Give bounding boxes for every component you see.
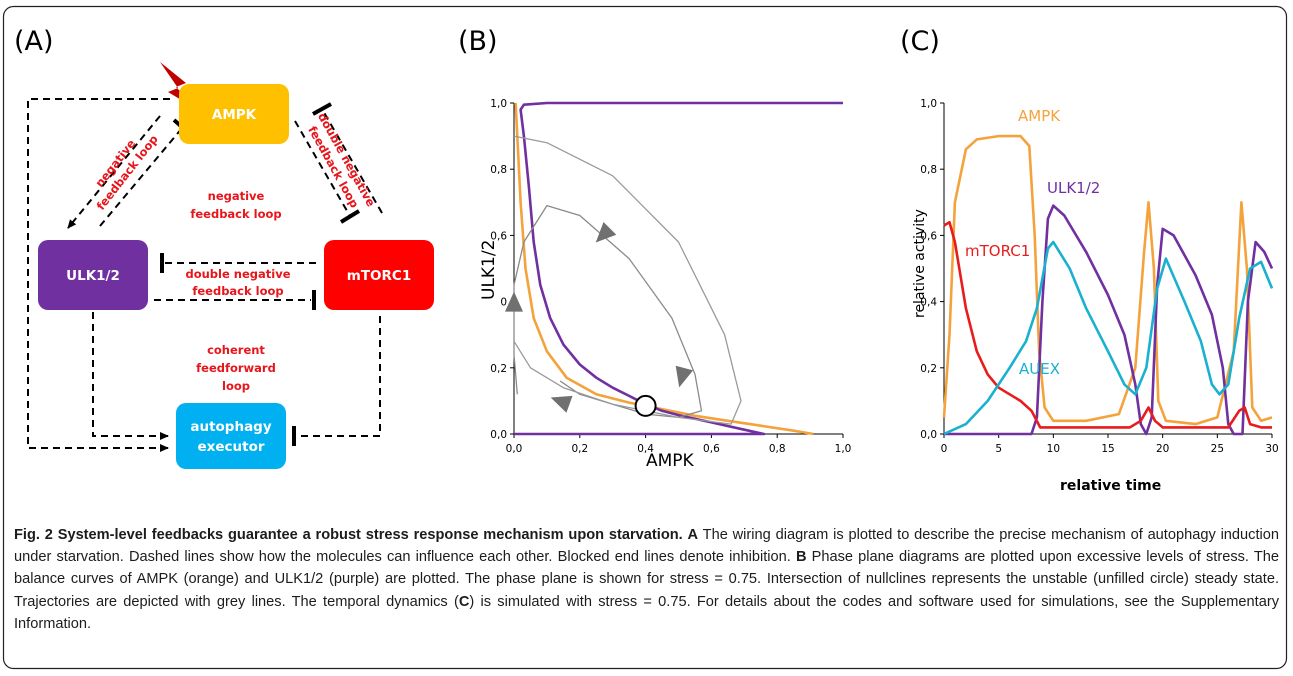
trajectory-arrowhead [505, 291, 523, 312]
series-ampk-line [514, 102, 814, 436]
x-tick-label: 25 [1211, 443, 1224, 455]
x-tick-label: 30 [1265, 443, 1278, 455]
x-tick-label: 5 [995, 443, 1002, 455]
chart-b-ticks: 0,0 0,2 0,4 0,6 0,8 1,0 0,0 0,2 0 0,6 0,8 1,0 [490, 98, 851, 455]
node-autophagy-label-1: autophagy [190, 419, 271, 435]
chart-c-y-title: relative activity [912, 209, 928, 318]
y-tick-label: 1,0 [490, 98, 507, 110]
x-tick-label: 0,4 [637, 443, 654, 455]
trajectory-arrowhead [675, 365, 694, 388]
caption-fig-label: Fig. 2 [14, 527, 53, 543]
caption-a-label: A [687, 527, 699, 543]
series-mtorc1-line [943, 220, 1272, 429]
note-middle-loop-line2: feedback loop [192, 284, 283, 298]
edge-ampk-ulk [67, 115, 161, 229]
x-tick-label: 0,6 [703, 443, 720, 455]
node-ulk-label: ULK1/2 [66, 268, 120, 284]
x-tick-label: 20 [1156, 443, 1169, 455]
node-ampk-label: AMPK [212, 107, 257, 123]
edge-ulk-autophagy [92, 312, 169, 440]
chart-c-label-ulk: ULK1/2 [1047, 179, 1100, 197]
chart-c-series [942, 134, 1274, 436]
time-course-chart: 0 5 10 15 20 25 30 0,0 0,2 0,4 0,6 0,8 1,0 relative … [912, 98, 1279, 494]
y-tick-label: 0,2 [490, 363, 507, 375]
caption-title: System-level feedbacks guarantee a robus… [57, 527, 683, 543]
y-tick-label: 0,6 [920, 230, 937, 242]
x-tick-label: 15 [1101, 443, 1114, 455]
y-tick-label: 1,0 [920, 98, 937, 110]
x-tick-label: 0,0 [506, 443, 523, 455]
series-ulk1-2-line [944, 204, 1274, 436]
x-tick-label: 0,2 [571, 443, 588, 455]
caption-b-label: B [795, 549, 807, 566]
stress-lightning-icon [160, 62, 198, 110]
edge-ampk-inhibits-mtorc [294, 120, 351, 217]
trajectory-arrowhead [595, 221, 617, 243]
caption-text-a: The wiring diagram is plotted to describ… [14, 527, 1279, 566]
panel-label-c: (C) [900, 26, 940, 57]
figure-frame [2, 5, 1288, 670]
node-autophagy-label-2: executor [197, 439, 264, 455]
caption-c-label: C [458, 593, 470, 610]
note-bottom-loop-line1: coherent [207, 343, 265, 357]
y-tick-label: 0,2 [920, 363, 937, 375]
phase-plane-chart: 0,0 0,2 0,4 0,6 0,8 1,00,00,200,60,81,0 AMPK … [479, 98, 851, 471]
y-tick-label: 0,0 [490, 429, 507, 441]
series-ulk1-2-line [514, 101, 843, 436]
y-tick-label: 0,6 [490, 230, 507, 242]
panel-label-a: (A) [14, 26, 54, 57]
note-center-loop-line2: feedback loop [190, 207, 281, 221]
caption-text-b: Phase plane diagrams are plotted upon ex… [14, 549, 1280, 610]
y-tick-label: 0,8 [490, 164, 507, 176]
y-tick-label: 0 [500, 297, 507, 309]
y-tick-label: 0,4 [920, 297, 937, 309]
figure-caption: Fig. 2 System-level feedbacks guarantee … [14, 524, 1279, 635]
node-mtorc-label: mTORC1 [347, 268, 411, 284]
unstable-steady-state-marker [634, 394, 657, 417]
wiring-diagram: AMPK ULK1/2 mTORC1 autophagy executor ne… [27, 62, 434, 469]
series-auex-line [943, 240, 1274, 436]
chart-c-ticks: 0 5 10 15 20 25 30 0,0 0,2 0,4 0,6 0,8 1,0 [920, 98, 1278, 455]
chart-c-label-mtorc: mTORC1 [965, 242, 1030, 260]
note-right-loop: double negative feedback loop [305, 110, 378, 210]
trajectory-3-line [513, 135, 742, 425]
note-bottom-loop-line3: loop [222, 379, 250, 393]
series-ampk-line [942, 134, 1273, 426]
edge-ulk-inhibits-ampk [99, 126, 184, 227]
x-tick-label: 10 [1047, 443, 1060, 455]
trajectory-2-line [513, 204, 703, 419]
note-bottom-loop-line2: feedforward [196, 361, 276, 375]
panel-label-b: (B) [458, 26, 498, 57]
chart-b-x-title: AMPK [646, 451, 695, 471]
bar-ampk-mtorc [339, 209, 361, 224]
edge-mtorc-inhibits-autophagy [292, 316, 381, 437]
y-tick-label: 0,8 [920, 164, 937, 176]
y-tick-label: 0,0 [920, 429, 937, 441]
trajectory-arrowhead [550, 395, 573, 413]
x-tick-label: 0 [941, 443, 948, 455]
note-center-loop-line1: negative [208, 189, 265, 203]
edge-mtorc-inhibits-ampk [321, 108, 383, 214]
note-middle-loop-line1: double negative [185, 267, 290, 281]
node-autophagy: autophagy executor [176, 403, 286, 469]
node-ulk: ULK1/2 [38, 240, 148, 310]
bar-mtorc-ampk [312, 102, 332, 116]
x-tick-label: 0,8 [769, 443, 786, 455]
chart-c-label-auex: AUEX [1019, 360, 1060, 378]
x-tick-label: 1,0 [835, 443, 852, 455]
chart-c-label-ampk: AMPK [1018, 107, 1061, 125]
chart-c-x-title: relative time [1060, 478, 1161, 494]
node-ampk: AMPK [179, 84, 289, 144]
chart-b-series [505, 101, 843, 436]
node-mtorc: mTORC1 [324, 240, 434, 310]
caption-text-c: ) is simulated with stress = 0.75. For d… [14, 593, 1279, 632]
edge-ampk-autophagy-outer [27, 98, 170, 452]
chart-b-y-title: ULK1/2 [479, 240, 499, 300]
